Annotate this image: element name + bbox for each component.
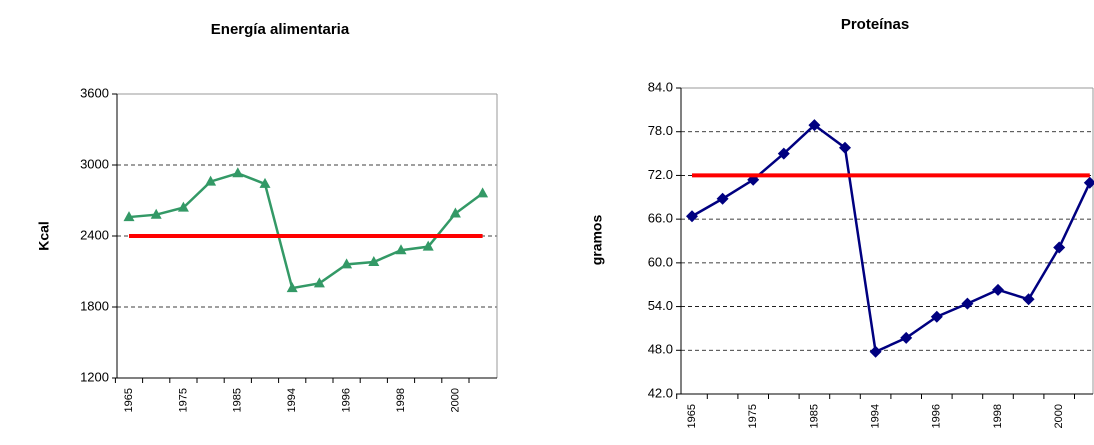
x-tick-label: 1996 bbox=[931, 404, 943, 428]
x-tick-label: 2000 bbox=[1053, 404, 1065, 428]
marker bbox=[177, 201, 189, 212]
marker bbox=[341, 258, 353, 269]
marker bbox=[808, 119, 821, 132]
y-tick-label: 2400 bbox=[80, 227, 109, 242]
y-tick-label: 78.0 bbox=[648, 123, 673, 138]
marker bbox=[930, 310, 943, 323]
y-tick-label: 72.0 bbox=[648, 167, 673, 182]
y-tick-label: 66.0 bbox=[648, 211, 673, 226]
marker bbox=[205, 175, 217, 186]
marker bbox=[1022, 293, 1035, 306]
y-tick-label: 84.0 bbox=[648, 79, 673, 94]
y-tick-label: 48.0 bbox=[648, 342, 673, 357]
x-tick-label: 1998 bbox=[992, 404, 1004, 428]
marker bbox=[839, 141, 851, 154]
y-tick-label: 42.0 bbox=[648, 385, 673, 400]
y-tick-label: 3600 bbox=[80, 85, 109, 100]
marker bbox=[123, 211, 135, 222]
marker bbox=[1053, 241, 1066, 254]
x-tick-label: 2000 bbox=[449, 388, 461, 412]
marker bbox=[900, 331, 913, 344]
marker bbox=[961, 297, 974, 310]
y-tick-label: 60.0 bbox=[648, 254, 673, 269]
marker bbox=[313, 277, 325, 288]
marker bbox=[395, 244, 407, 255]
data-line bbox=[691, 123, 1091, 354]
chart-title: Proteínas bbox=[841, 16, 909, 33]
marker bbox=[477, 187, 489, 198]
marker bbox=[449, 207, 461, 218]
marker bbox=[368, 256, 380, 267]
x-tick-label: 1965 bbox=[123, 388, 135, 412]
marker bbox=[286, 282, 298, 293]
y-axis-title: gramos bbox=[589, 215, 605, 266]
marker bbox=[1083, 176, 1094, 189]
y-axis-title: Kcal bbox=[36, 221, 52, 251]
marker bbox=[992, 283, 1004, 296]
x-tick-label: 1975 bbox=[177, 388, 189, 412]
marker bbox=[259, 177, 271, 188]
marker bbox=[232, 167, 244, 178]
marker bbox=[777, 147, 790, 160]
x-tick-label: 1985 bbox=[232, 388, 244, 412]
x-tick-label: 1996 bbox=[341, 388, 353, 412]
x-tick-label: 1994 bbox=[286, 388, 298, 412]
marker bbox=[716, 192, 729, 205]
x-tick-label: 1985 bbox=[808, 404, 820, 428]
x-tick-label: 1998 bbox=[395, 388, 407, 412]
x-tick-label: 1975 bbox=[747, 404, 759, 428]
marker bbox=[150, 208, 162, 219]
data-line bbox=[128, 171, 484, 290]
marker bbox=[869, 345, 882, 358]
x-tick-label: 1965 bbox=[686, 404, 698, 428]
y-tick-label: 1200 bbox=[80, 369, 109, 384]
y-tick-label: 3000 bbox=[80, 156, 109, 171]
y-tick-label: 54.0 bbox=[648, 298, 673, 313]
x-tick-label: 1994 bbox=[870, 404, 882, 428]
marker bbox=[686, 210, 698, 223]
y-tick-label: 1800 bbox=[80, 298, 109, 313]
chart-title: Energía alimentaria bbox=[211, 21, 350, 38]
marker bbox=[422, 240, 434, 251]
